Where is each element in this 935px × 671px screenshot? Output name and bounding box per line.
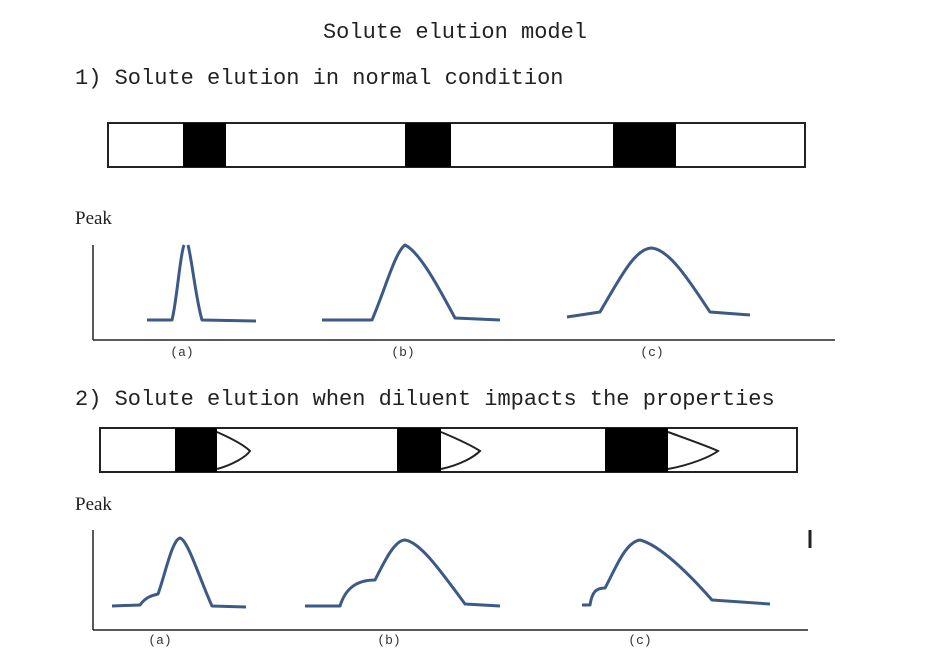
peak-label: (a)	[148, 633, 171, 648]
column	[99, 427, 798, 473]
column	[107, 122, 806, 168]
axes	[92, 530, 812, 631]
section-heading: 1) Solute elution in normal condition	[75, 66, 563, 91]
y-label: Peak	[75, 208, 112, 229]
peak-label: (c)	[640, 345, 663, 360]
peak-label: (c)	[628, 633, 651, 648]
peak-label: (b)	[377, 633, 400, 648]
peaks	[147, 243, 751, 323]
axes	[92, 245, 835, 341]
title: Solute elution model	[323, 20, 587, 45]
y-label: Peak	[75, 494, 112, 515]
section-heading: 2) Solute elution when diluent impacts t…	[75, 387, 775, 412]
peaks	[111, 536, 771, 609]
peak-label: (b)	[391, 345, 414, 360]
peak-label: (a)	[170, 345, 193, 360]
